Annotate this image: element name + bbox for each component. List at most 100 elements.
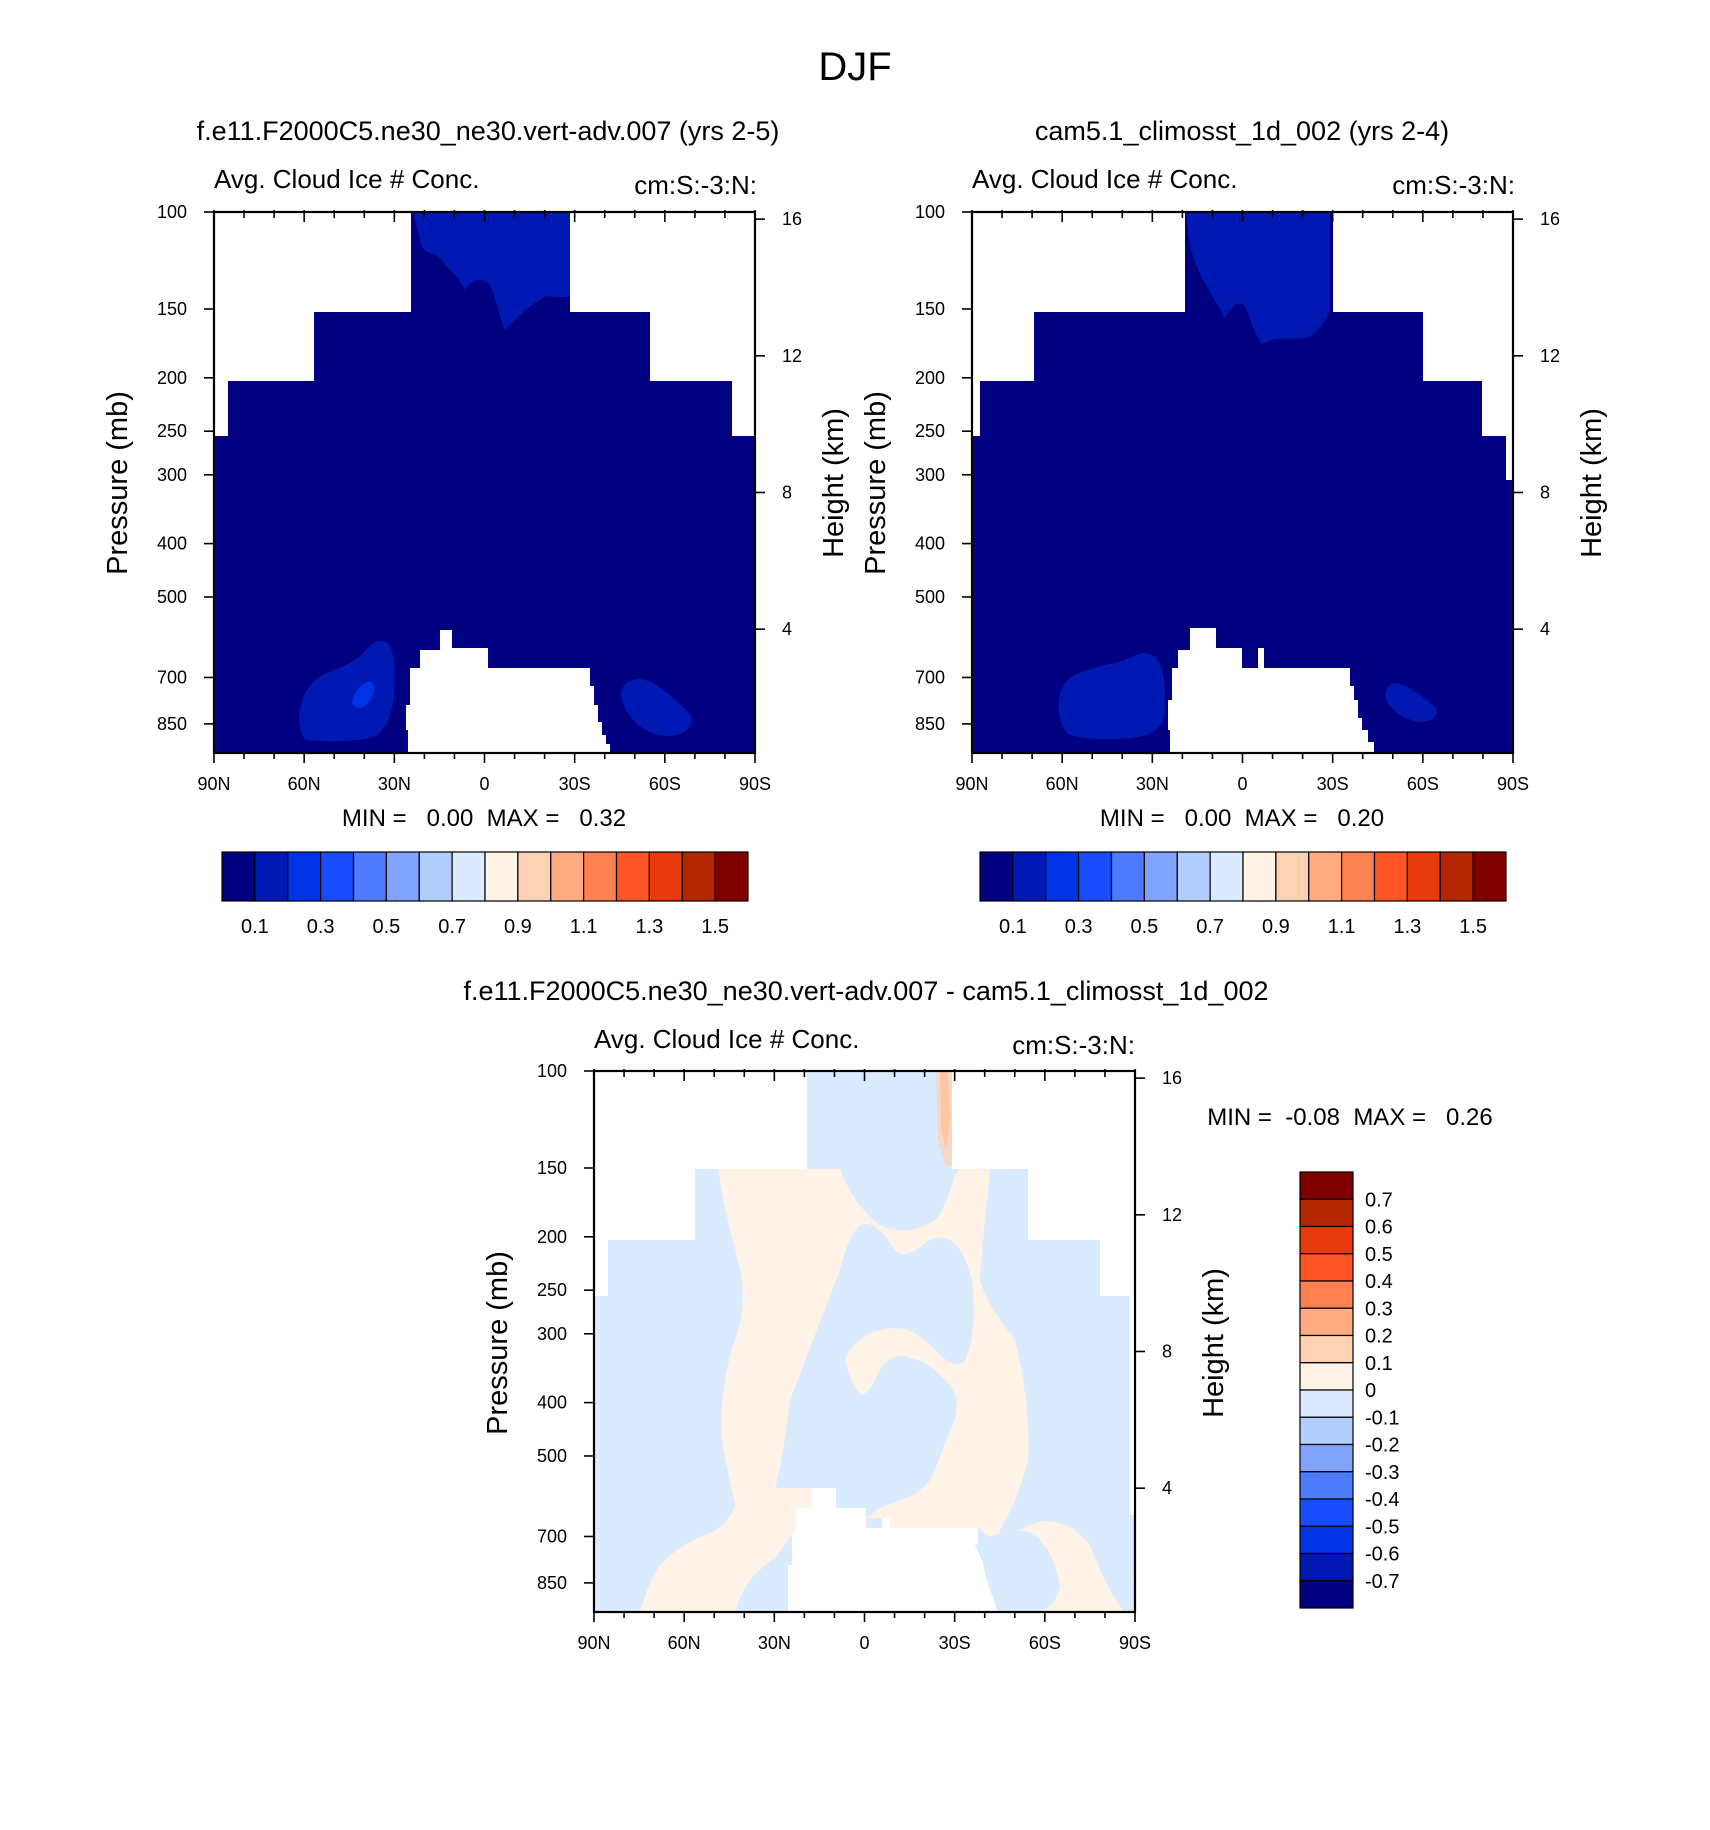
legend-label: -0.4 (1365, 1489, 1399, 1511)
legend-swatch (1299, 1498, 1354, 1527)
panel-b-field-blob-lowright (1385, 682, 1438, 722)
panel-diff: f.e11.F2000C5.ne30_ne30.vert-adv.007 - c… (463, 976, 1492, 1653)
height-tick-label: 4 (1540, 619, 1550, 639)
panel-b-field-blob-lowleft (1058, 653, 1166, 740)
panel-a-left-string: Avg. Cloud Ice # Conc. (214, 164, 479, 194)
legend-label: 0.1 (1365, 1353, 1393, 1375)
y-tick-label: 500 (915, 587, 945, 607)
legend-label: 0.7 (1196, 916, 1224, 938)
panel-diff-legend: 0.7 0.6 0.5 0.4 0.3 0.2 0.1 0 -0.1 -0.2 -0.3 -0.4 -0… (1299, 1171, 1399, 1609)
panel-b-ylabel-right: Height (km) (1576, 408, 1608, 558)
legend-swatch (1299, 1525, 1354, 1555)
legend-swatch (1299, 1307, 1354, 1337)
legend-label: 0 (1365, 1380, 1376, 1402)
legend-swatch (648, 851, 683, 902)
legend-label: -0.2 (1365, 1435, 1399, 1457)
y-tick-label: 850 (537, 1573, 567, 1593)
panel-b-stats: MIN = 0.00 MAX = 0.20 (1100, 805, 1384, 832)
x-tick-label: 90N (197, 774, 230, 794)
panel-b-ylabel: Pressure (mb) (860, 391, 892, 575)
legend-swatch (451, 851, 486, 902)
legend-swatch (1143, 851, 1178, 902)
legend-swatch (1275, 851, 1310, 902)
legend-swatch (1472, 851, 1507, 902)
y-tick-label: 100 (537, 1061, 567, 1081)
legend-swatch (484, 851, 519, 902)
panel-a-field-blob-lowleft (299, 640, 395, 742)
height-tick-label: 8 (782, 482, 792, 502)
legend-swatch (1299, 1580, 1354, 1609)
y-tick-label: 850 (157, 714, 187, 734)
panel-a-y-axis: 100 150 200 250 300 400 500 700 850 16 12 8 4 (157, 202, 802, 734)
legend-swatch (385, 851, 420, 902)
x-tick-label: 90S (739, 774, 771, 794)
legend-swatch (1299, 1225, 1354, 1255)
legend-swatch (550, 851, 585, 902)
x-tick-label: 30N (758, 1633, 791, 1653)
panel-diff-y-axis: 100 150 200 250 300 400 500 700 850 16 12 8 4 (537, 1061, 1182, 1593)
legend-swatch (615, 851, 650, 902)
legend-label: 0.6 (1365, 1217, 1393, 1239)
legend-label: 0.5 (1365, 1244, 1393, 1266)
panel-diff-title: f.e11.F2000C5.ne30_ne30.vert-adv.007 - c… (463, 976, 1268, 1006)
x-tick-label: 60N (288, 774, 321, 794)
panel-b-plot-area (970, 210, 1515, 755)
panel-a-field-main (214, 212, 755, 753)
legend-swatch (1299, 1443, 1354, 1473)
legend-label: 0.5 (372, 916, 400, 938)
y-tick-label: 700 (157, 667, 187, 687)
panel-b-left-string: Avg. Cloud Ice # Conc. (972, 164, 1237, 194)
y-tick-label: 200 (915, 368, 945, 388)
legend-swatch (517, 851, 552, 902)
y-tick-label: 150 (157, 299, 187, 319)
height-tick-label: 16 (1540, 209, 1560, 229)
figure-title: DJF (818, 45, 891, 89)
y-tick-label: 200 (157, 368, 187, 388)
legend-label: -0.1 (1365, 1407, 1399, 1429)
legend-swatch (352, 851, 387, 902)
height-tick-label: 8 (1540, 482, 1550, 502)
y-tick-label: 700 (537, 1526, 567, 1546)
legend-label: 1.3 (635, 916, 663, 938)
height-tick-label: 16 (1162, 1068, 1182, 1088)
legend-swatch (1012, 851, 1047, 902)
panel-a-right-string: cm:S:-3:N: (634, 170, 757, 200)
legend-swatch (583, 851, 618, 902)
legend-label: 0.2 (1365, 1326, 1393, 1348)
panel-a-field-blob-upper (414, 212, 570, 330)
panel-a-title: f.e11.F2000C5.ne30_ne30.vert-adv.007 (yr… (197, 116, 780, 146)
x-tick-label: 60N (668, 1633, 701, 1653)
legend-swatch (254, 851, 289, 902)
y-tick-label: 300 (157, 465, 187, 485)
legend-swatch (287, 851, 322, 902)
legend-swatch (1209, 851, 1244, 902)
legend-swatch (221, 851, 256, 902)
legend-label: -0.7 (1365, 1571, 1399, 1593)
y-tick-label: 400 (157, 534, 187, 554)
legend-swatch (1439, 851, 1474, 902)
x-tick-label: 60S (1407, 774, 1439, 794)
panel-diff-ylabel: Pressure (mb) (482, 1251, 514, 1435)
legend-swatch (1299, 1253, 1354, 1282)
height-tick-label: 4 (782, 619, 792, 639)
legend-swatch (1078, 851, 1113, 902)
legend-label: 0.5 (1130, 916, 1158, 938)
panel-a-plot-area (212, 210, 757, 755)
legend-label: 1.5 (1459, 916, 1487, 938)
panel-a: f.e11.F2000C5.ne30_ne30.vert-adv.007 (yr… (102, 116, 850, 938)
y-tick-label: 100 (915, 202, 945, 222)
legend-label: 1.5 (701, 916, 729, 938)
panel-b-field-blob-upper (1186, 212, 1330, 344)
legend-swatch (1299, 1171, 1354, 1200)
legend-swatch (1373, 851, 1408, 902)
legend-swatch (1176, 851, 1211, 902)
x-tick-label: 90S (1497, 774, 1529, 794)
y-tick-label: 500 (537, 1446, 567, 1466)
legend-swatch (1299, 1334, 1354, 1364)
x-tick-label: 30N (1136, 774, 1169, 794)
y-tick-label: 850 (915, 714, 945, 734)
panel-a-x-axis: 90N 60N 30N 0 30S 60S 90S (197, 210, 771, 794)
legend-label: 1.1 (1328, 916, 1356, 938)
x-tick-label: 0 (859, 1633, 869, 1653)
